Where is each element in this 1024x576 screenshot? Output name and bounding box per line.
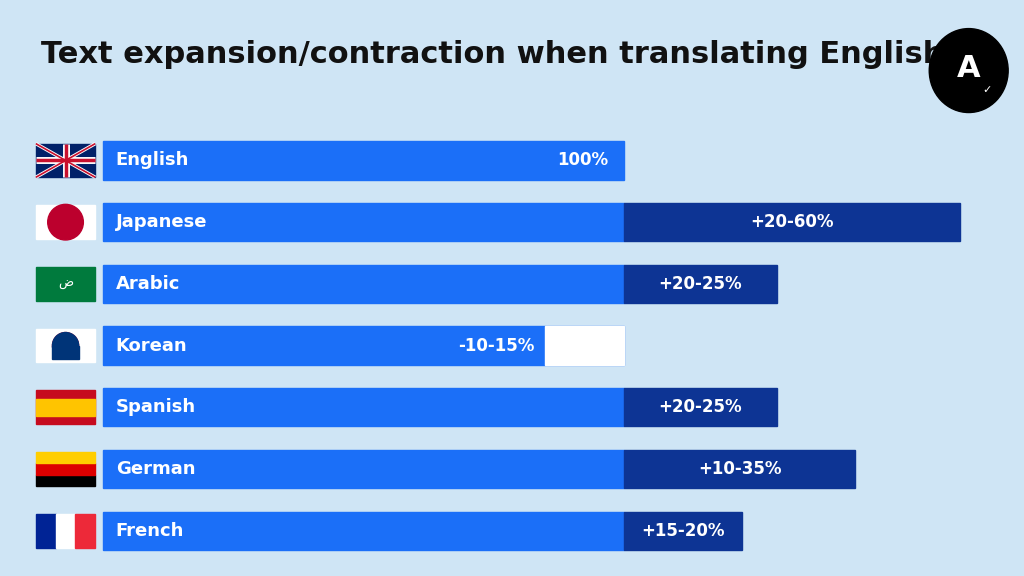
Bar [545,327,624,365]
Bar [36,205,95,239]
Ellipse shape [52,332,79,359]
Text: -10-15%: -10-15% [459,336,535,355]
Bar [624,388,777,426]
Text: +10-35%: +10-35% [698,460,781,478]
Bar [36,267,95,301]
Bar [36,452,95,464]
Text: A: A [956,54,981,84]
Text: Arabic: Arabic [116,275,180,293]
Text: ✓: ✓ [982,85,992,95]
Bar [103,327,624,365]
Ellipse shape [52,332,79,359]
Bar [103,388,624,426]
Bar [36,143,95,177]
Bar [36,464,95,475]
Bar [36,514,55,548]
Text: +20-25%: +20-25% [658,399,742,416]
Text: French: French [116,522,184,540]
Bar [36,399,95,416]
Text: Korean: Korean [116,336,187,355]
Bar [36,475,95,486]
Ellipse shape [48,204,83,240]
Bar [103,511,624,550]
Bar [76,514,95,548]
Bar [624,511,741,550]
Text: +20-25%: +20-25% [658,275,742,293]
Bar [36,391,95,424]
Text: ض: ض [58,278,73,290]
Text: 100%: 100% [557,151,608,169]
Bar [624,265,777,303]
Bar [55,514,76,548]
Bar [624,203,961,241]
Text: Japanese: Japanese [116,213,207,231]
Bar [103,141,624,180]
Bar [103,265,624,303]
Text: English: English [116,151,189,169]
Circle shape [929,29,1009,112]
Bar [103,203,624,241]
Text: Text expansion/contraction when translating English to:: Text expansion/contraction when translat… [41,40,1002,69]
Text: +15-20%: +15-20% [641,522,725,540]
Bar [624,450,855,488]
Text: German: German [116,460,196,478]
Bar [36,329,95,362]
Bar [52,346,79,359]
Text: Spanish: Spanish [116,399,196,416]
Text: +20-60%: +20-60% [751,213,834,231]
Bar [103,450,624,488]
